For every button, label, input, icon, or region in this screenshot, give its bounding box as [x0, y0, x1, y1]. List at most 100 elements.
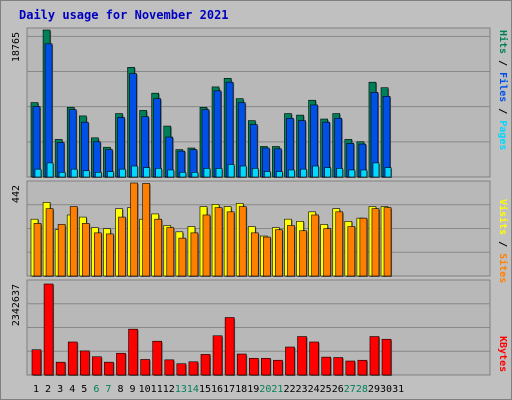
files-bar	[298, 120, 306, 178]
sites-bar	[250, 232, 259, 277]
x-tick-label: 31	[392, 384, 404, 395]
pages-bar	[203, 168, 211, 178]
files-bar	[382, 96, 391, 178]
kbytes-bar	[297, 336, 307, 376]
pages-bar	[227, 164, 235, 178]
sites-bar	[81, 223, 90, 277]
sites-bar	[323, 228, 331, 277]
sites-bar	[214, 207, 223, 277]
x-tick-label: 16	[211, 384, 223, 395]
pages-bar	[107, 171, 114, 178]
x-tick-label: 13	[175, 384, 187, 395]
x-tick-label: 22	[283, 384, 295, 395]
sites-bar	[142, 183, 150, 277]
pages-bar	[312, 165, 319, 178]
sites-bar	[69, 206, 78, 277]
sites-bar	[287, 225, 295, 277]
kbytes-bar	[345, 360, 356, 376]
kbytes-bar	[67, 341, 78, 376]
kbytes-bar	[309, 341, 319, 376]
sites-bar	[335, 211, 344, 277]
legend-sites: Sites	[497, 253, 509, 283]
pages-bar	[348, 169, 356, 178]
kbytes-bar	[176, 363, 187, 376]
pages-bar	[360, 169, 368, 178]
kbytes-bar	[357, 359, 368, 376]
x-tick-label: 20	[259, 384, 271, 395]
pages-bar	[288, 169, 295, 178]
x-tick-label: 9	[130, 384, 136, 395]
x-tick-label: 12	[163, 384, 175, 395]
files-bar	[201, 109, 210, 178]
y-max-label: 442	[11, 185, 22, 203]
kbytes-bar	[128, 328, 138, 376]
kbytes-bar	[79, 350, 90, 376]
legend-files: Files	[497, 72, 509, 102]
files-bar	[213, 90, 222, 178]
kbytes-bar	[261, 357, 271, 376]
pages-bar	[46, 162, 54, 178]
x-tick-label: 7	[105, 384, 111, 395]
files-bar	[80, 121, 89, 178]
pages-bar	[70, 168, 78, 178]
kbytes-bar	[333, 357, 344, 376]
kbytes-bar	[140, 359, 150, 376]
sites-bar	[57, 224, 66, 277]
sites-bar	[106, 233, 114, 277]
x-tick-label: 6	[93, 384, 99, 395]
pages-bar	[384, 167, 392, 178]
sites-bar	[190, 232, 199, 277]
files-bar	[56, 142, 65, 178]
series-legend: Hits / Files / Pages	[497, 30, 509, 150]
sites-bar	[118, 216, 126, 277]
x-tick-label: 1	[33, 384, 39, 395]
kbytes-bar	[236, 353, 247, 376]
sites-bar	[383, 207, 392, 277]
kbytes-bar	[212, 335, 223, 376]
x-tick-label: 17	[223, 384, 235, 395]
pages-bar	[95, 171, 102, 178]
x-tick-label: 11	[151, 384, 163, 395]
x-tick-label: 19	[247, 384, 259, 395]
series-legend: KBytes	[497, 336, 508, 372]
sites-bar	[178, 237, 187, 277]
pages-bar	[251, 168, 259, 178]
x-tick-label: 23	[296, 384, 308, 395]
pages-bar	[155, 168, 162, 178]
sites-bar	[154, 218, 162, 277]
sites-bar	[45, 208, 54, 277]
kbytes-bar	[116, 352, 126, 376]
x-tick-label: 24	[308, 384, 320, 395]
sites-bar	[94, 232, 102, 277]
pages-bar	[119, 168, 126, 178]
pages-bar	[239, 165, 247, 178]
files-bar	[153, 98, 161, 178]
sites-bar	[130, 182, 138, 277]
files-bar	[117, 117, 125, 178]
files-bar	[225, 81, 234, 178]
pages-bar	[179, 171, 187, 178]
files-bar	[93, 141, 101, 178]
pages-bar	[191, 171, 199, 178]
sites-bar	[299, 230, 307, 277]
x-tick-label: 5	[81, 384, 87, 395]
x-tick-label: 15	[199, 384, 211, 395]
kbytes-bar	[321, 356, 331, 376]
kbytes-bar	[369, 336, 380, 376]
files-bar	[286, 117, 294, 178]
kbytes-bar	[381, 338, 392, 376]
files-bar	[32, 106, 41, 178]
x-tick-label: 8	[117, 384, 123, 395]
legend-separator: /	[497, 102, 508, 120]
sites-bar	[238, 206, 247, 277]
files-bar	[44, 43, 53, 178]
pages-bar	[372, 162, 380, 178]
x-tick-label: 21	[271, 384, 283, 395]
legend-separator: /	[497, 235, 508, 253]
pages-bar	[264, 171, 271, 178]
kbytes-bar	[188, 361, 199, 376]
legend-kbytes: KBytes	[497, 336, 508, 372]
pages-bar	[324, 167, 331, 178]
